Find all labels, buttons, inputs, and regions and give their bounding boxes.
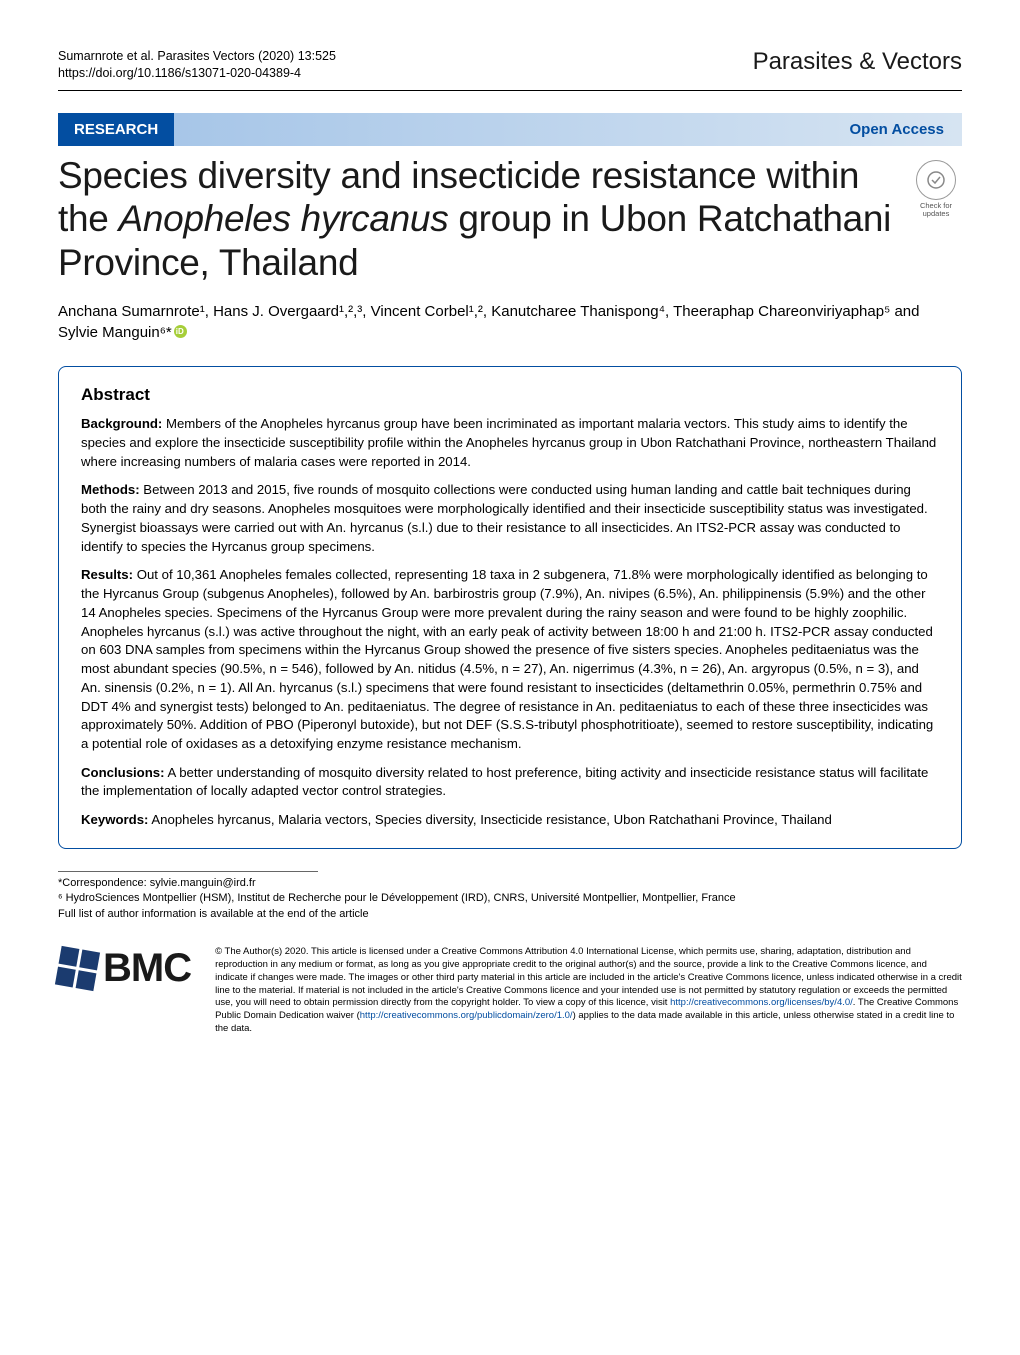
header-row: Sumarnrote et al. Parasites Vectors (202…	[58, 48, 962, 82]
results-text: Out of 10,361 Anopheles females collecte…	[81, 567, 933, 751]
abstract-results: Results: Out of 10,361 Anopheles females…	[81, 566, 939, 753]
abstract-conclusions: Conclusions: A better understanding of m…	[81, 764, 939, 801]
open-access-label: Open Access	[850, 121, 945, 138]
check-updates-badge[interactable]: Check for updates	[910, 160, 962, 219]
banner-gradient: Open Access	[174, 113, 962, 146]
citation-block: Sumarnrote et al. Parasites Vectors (202…	[58, 48, 336, 82]
footnotes-block: *Correspondence: sylvie.manguin@ird.fr ⁶…	[58, 876, 962, 922]
bmc-squares-icon	[55, 946, 100, 991]
conclusions-label: Conclusions:	[81, 765, 165, 780]
footer-row: BMC © The Author(s) 2020. This article i…	[58, 946, 962, 1036]
check-updates-text: Check for updates	[910, 202, 962, 219]
abstract-methods: Methods: Between 2013 and 2015, five rou…	[81, 481, 939, 556]
bmc-text: BMC	[103, 946, 191, 991]
conclusions-text: A better understanding of mosquito diver…	[81, 765, 928, 799]
bmc-logo: BMC	[58, 946, 191, 991]
journal-name: Parasites & Vectors	[753, 48, 962, 76]
keywords-text: Anopheles hyrcanus, Malaria vectors, Spe…	[148, 812, 831, 827]
research-badge: RESEARCH	[58, 113, 174, 146]
top-divider	[58, 90, 962, 91]
license-text: © The Author(s) 2020. This article is li…	[215, 946, 962, 1036]
license-link-2[interactable]: http://creativecommons.org/publicdomain/…	[360, 1010, 573, 1021]
abstract-background: Background: Members of the Anopheles hyr…	[81, 415, 939, 471]
title-row: Species diversity and insecticide resist…	[58, 154, 962, 295]
citation-doi: https://doi.org/10.1186/s13071-020-04389…	[58, 65, 336, 82]
correspondence-line: *Correspondence: sylvie.manguin@ird.fr	[58, 876, 962, 891]
background-text: Members of the Anopheles hyrcanus group …	[81, 416, 936, 468]
methods-label: Methods:	[81, 482, 140, 497]
keywords-label: Keywords:	[81, 812, 148, 827]
background-label: Background:	[81, 416, 162, 431]
orcid-icon[interactable]	[174, 325, 187, 338]
abstract-heading: Abstract	[81, 385, 939, 405]
check-updates-icon	[916, 160, 956, 200]
abstract-box: Abstract Background: Members of the Anop…	[58, 366, 962, 849]
license-link-1[interactable]: http://creativecommons.org/licenses/by/4…	[670, 997, 853, 1008]
methods-text: Between 2013 and 2015, five rounds of mo…	[81, 482, 928, 553]
citation-line1: Sumarnrote et al. Parasites Vectors (202…	[58, 48, 336, 65]
abstract-keywords: Keywords: Anopheles hyrcanus, Malaria ve…	[81, 811, 939, 830]
title-italics: Anopheles hyrcanus	[119, 198, 449, 239]
article-title: Species diversity and insecticide resist…	[58, 154, 896, 285]
results-label: Results:	[81, 567, 133, 582]
footnote-rule	[58, 871, 318, 872]
full-list-line: Full list of author information is avail…	[58, 907, 962, 922]
article-type-banner: RESEARCH Open Access	[58, 113, 962, 146]
authors-list: Anchana Sumarnrote¹, Hans J. Overgaard¹,…	[58, 301, 962, 345]
affiliation-line: ⁶ HydroSciences Montpellier (HSM), Insti…	[58, 891, 962, 906]
